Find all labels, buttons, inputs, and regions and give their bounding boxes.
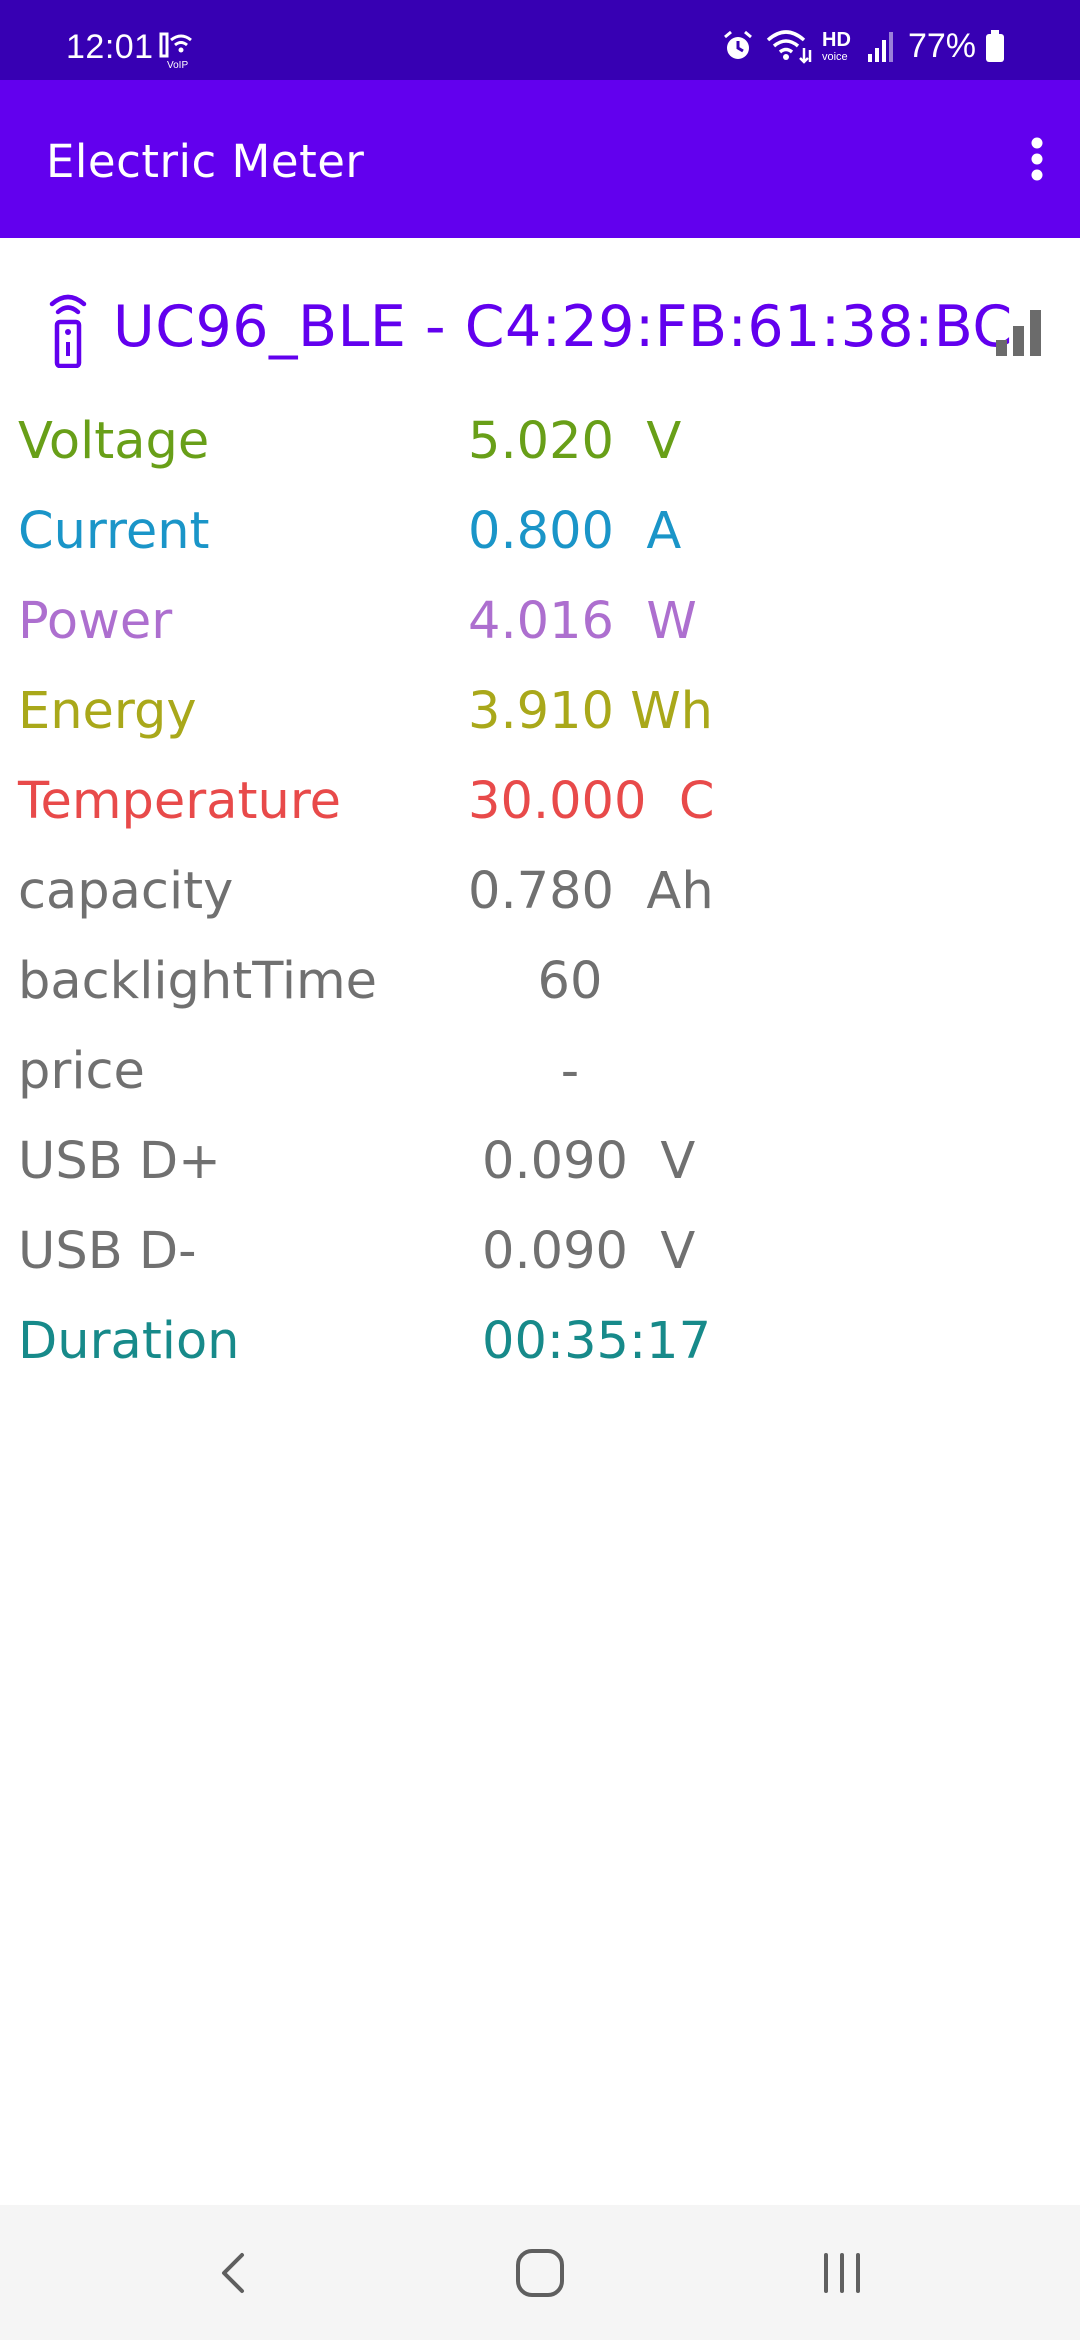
reading-label: Temperature [18,772,342,831]
status-bar: 12:01 VoIP HD voice 77% [0,0,1080,80]
cellular-signal-icon [867,32,893,62]
status-icons: HD voice 77% [720,26,1006,66]
reading-label: price [18,1042,145,1101]
reading-value: 5.020 V [468,412,682,471]
battery-percent: 77% [907,26,976,65]
reading-temperature: Temperature 30.000 C [0,772,1080,862]
readings-list: Voltage 5.020 V Current 0.800 A Power 4.… [0,412,1080,1402]
app-title: Electric Meter [46,135,365,188]
hd-voice-icon: HD voice [822,29,851,63]
overflow-menu-button[interactable] [1004,126,1070,192]
reading-value: 60 [537,952,603,1011]
reading-usb-dplus: USB D+ 0.090 V [0,1132,1080,1222]
reading-value: 30.000 C [468,772,715,831]
svg-text:VoIP: VoIP [167,60,188,71]
svg-text:HD: HD [822,29,851,51]
reading-label: Power [18,592,173,651]
recents-icon[interactable] [802,2233,882,2313]
voip-wifi-icon: VoIP [159,32,192,71]
wifi-icon [766,30,812,64]
status-time: 12:01 [66,28,154,66]
back-icon[interactable] [196,2233,276,2313]
more-vert-icon [1031,137,1043,181]
remote-icon [49,294,87,368]
reading-value: 0.090 V [482,1222,696,1281]
home-icon[interactable] [500,2233,580,2313]
reading-label: capacity [18,862,234,921]
battery-icon [986,30,1004,62]
device-name: UC96_BLE - C4:29:FB:61:38:BC [113,294,1013,360]
reading-value: 0.090 V [482,1132,696,1191]
reading-usb-dminus: USB D- 0.090 V [0,1222,1080,1312]
app-bar: Electric Meter [0,80,1080,238]
reading-energy: Energy 3.910 Wh [0,682,1080,772]
reading-backlight-time: backlightTime 60 [0,952,1080,1042]
reading-label: Voltage [18,412,210,471]
reading-value: 0.800 A [468,502,682,561]
reading-voltage: Voltage 5.020 V [0,412,1080,502]
reading-label: Duration [18,1312,240,1371]
reading-duration: Duration 00:35:17 [0,1312,1080,1402]
reading-label: USB D- [18,1222,197,1281]
reading-value: 0.780 Ah [468,862,714,921]
reading-power: Power 4.016 W [0,592,1080,682]
reading-label: Current [18,502,210,561]
navigation-bar [0,2205,1080,2340]
device-row: UC96_BLE - C4:29:FB:61:38:BC [0,280,1080,380]
reading-capacity: capacity 0.780 Ah [0,862,1080,952]
reading-value: - [560,1042,580,1101]
reading-label: backlightTime [18,952,378,1011]
reading-current: Current 0.800 A [0,502,1080,592]
reading-label: USB D+ [18,1132,221,1191]
reading-price: price - [0,1042,1080,1132]
alarm-icon [723,30,752,59]
reading-label: Energy [18,682,197,741]
signal-bars-icon[interactable] [994,306,1044,358]
reading-value: 4.016 W [468,592,697,651]
svg-text:voice: voice [822,51,848,63]
reading-value: 00:35:17 [482,1312,712,1371]
reading-value: 3.910 Wh [468,682,713,741]
